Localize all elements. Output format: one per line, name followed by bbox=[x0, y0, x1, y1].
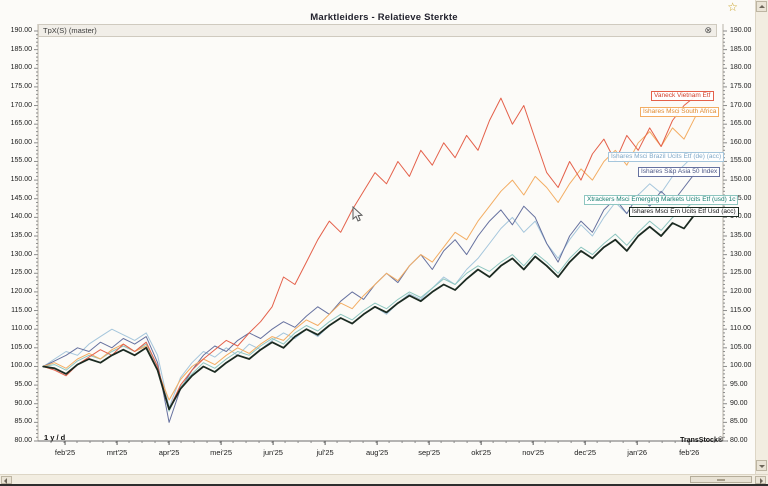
period-indicator: 1 y / d bbox=[44, 433, 66, 442]
y-tick-label-left: 185.00 bbox=[10, 45, 32, 53]
scroll-right-button[interactable] bbox=[755, 476, 766, 484]
y-tick-label-right: 90.00 bbox=[730, 399, 748, 407]
series-label[interactable]: Xtrackers Msci Emerging Markets Ucits Et… bbox=[584, 195, 739, 205]
y-tick-label-left: 85.00 bbox=[14, 418, 32, 426]
y-tick-label-right: 85.00 bbox=[730, 418, 748, 426]
pane-header: TpX(S) (master) ⊗ bbox=[38, 24, 717, 37]
y-tick-label-left: 110.00 bbox=[11, 325, 32, 333]
y-tick-label-right: 145.00 bbox=[730, 194, 752, 202]
up-arrow-icon bbox=[759, 5, 765, 8]
y-tick-label-right: 115.00 bbox=[730, 306, 751, 314]
scroll-left-button[interactable] bbox=[1, 476, 12, 484]
x-tick-label: dec'25 bbox=[574, 448, 597, 457]
y-tick-label-right: 160.00 bbox=[730, 138, 752, 146]
y-tick-label-left: 175.00 bbox=[10, 82, 32, 90]
series-label[interactable]: Vaneck Vietnam Etf bbox=[651, 91, 714, 101]
y-tick-label-left: 130.00 bbox=[10, 250, 32, 258]
y-tick-label-right: 155.00 bbox=[730, 157, 752, 165]
y-tick-label-right: 105.00 bbox=[730, 343, 752, 351]
y-tick-label-right: 125.00 bbox=[730, 269, 752, 277]
scrollbar-thumb[interactable] bbox=[690, 476, 752, 483]
y-tick-label-left: 80.00 bbox=[14, 437, 32, 444]
y-tick-label-right: 95.00 bbox=[730, 381, 748, 389]
y-tick-label-left: 125.00 bbox=[10, 269, 32, 277]
y-tick-label-left: 90.00 bbox=[14, 399, 32, 407]
favorite-star-icon[interactable]: ☆ bbox=[727, 0, 738, 14]
y-tick-label-right: 110.00 bbox=[730, 325, 751, 333]
x-tick-label: jan'26 bbox=[627, 448, 648, 457]
y-tick-label-left: 190.00 bbox=[10, 27, 32, 34]
mouse-cursor bbox=[352, 206, 364, 222]
scroll-down-button[interactable] bbox=[756, 460, 767, 471]
down-arrow-icon bbox=[759, 465, 765, 468]
pane-title: TpX(S) (master) bbox=[43, 26, 97, 35]
x-tick-label: aug'25 bbox=[365, 448, 389, 457]
y-tick-label-right: 185.00 bbox=[730, 45, 752, 53]
y-tick-label-right: 175.00 bbox=[730, 82, 752, 90]
x-tick-label: mrt'25 bbox=[106, 448, 128, 457]
x-tick-label: apr'25 bbox=[158, 448, 180, 457]
y-tick-label-left: 115.00 bbox=[11, 306, 32, 314]
x-tick-label: nov'25 bbox=[522, 448, 545, 457]
y-tick-label-right: 140.00 bbox=[730, 213, 752, 221]
y-tick-label-right: 120.00 bbox=[730, 287, 752, 295]
y-tick-label-left: 135.00 bbox=[10, 232, 32, 239]
x-tick-label: sep'25 bbox=[418, 448, 441, 457]
y-tick-label-left: 145.00 bbox=[10, 194, 32, 202]
close-icon[interactable]: ⊗ bbox=[704, 25, 712, 35]
y-tick-label-right: 150.00 bbox=[730, 176, 752, 184]
series-label[interactable]: Ishares Msci Em Ucits Etf Usd (acc) bbox=[629, 207, 739, 217]
series-label[interactable]: Ishares Msci South Africa bbox=[640, 107, 720, 117]
page-title: Marktleiders - Relatieve Sterkte bbox=[310, 12, 458, 23]
y-tick-label-left: 105.00 bbox=[10, 343, 32, 351]
series-label[interactable]: Ishares Msci Brazil Ucits Etf (de) (acc) bbox=[608, 152, 725, 162]
left-arrow-icon bbox=[4, 478, 7, 484]
y-tick-label-left: 95.00 bbox=[14, 381, 32, 389]
y-tick-label-right: 190.00 bbox=[730, 27, 752, 34]
y-tick-label-left: 165.00 bbox=[10, 120, 32, 128]
horizontal-scrollbar[interactable] bbox=[0, 474, 768, 484]
y-tick-label-right: 165.00 bbox=[730, 120, 752, 128]
y-tick-label-left: 155.00 bbox=[10, 157, 32, 165]
x-tick-label: okt'25 bbox=[471, 448, 492, 457]
y-tick-label-right: 170.00 bbox=[730, 101, 752, 109]
right-arrow-icon bbox=[760, 478, 763, 484]
y-tick-label-left: 160.00 bbox=[10, 138, 32, 146]
y-tick-label-right: 130.00 bbox=[730, 250, 752, 258]
x-tick-label: feb'26 bbox=[679, 448, 700, 457]
y-tick-label-left: 100.00 bbox=[10, 362, 32, 370]
x-tick-label: jul'25 bbox=[316, 448, 334, 457]
y-tick-label-left: 120.00 bbox=[10, 287, 32, 295]
scroll-up-button[interactable] bbox=[756, 1, 767, 12]
brand-watermark: TransStock® bbox=[680, 437, 723, 444]
y-tick-label-left: 170.00 bbox=[10, 101, 32, 109]
y-tick-label-right: 180.00 bbox=[730, 64, 752, 72]
y-tick-label-left: 140.00 bbox=[10, 213, 32, 221]
y-tick-label-right: 100.00 bbox=[730, 362, 752, 370]
x-tick-label: mei'25 bbox=[210, 448, 233, 457]
window-bottom-edge bbox=[0, 484, 768, 486]
x-tick-label: feb'25 bbox=[54, 448, 76, 457]
y-tick-label-left: 180.00 bbox=[10, 64, 32, 72]
y-tick-label-right: 80.00 bbox=[730, 437, 748, 444]
y-tick-label-right: 135.00 bbox=[730, 232, 752, 239]
vertical-scrollbar[interactable] bbox=[755, 0, 768, 474]
x-tick-label: jun'25 bbox=[263, 448, 283, 457]
series-label[interactable]: Ishares S&p Asia 50 Index bbox=[638, 167, 721, 177]
y-tick-label-left: 150.00 bbox=[10, 176, 32, 184]
